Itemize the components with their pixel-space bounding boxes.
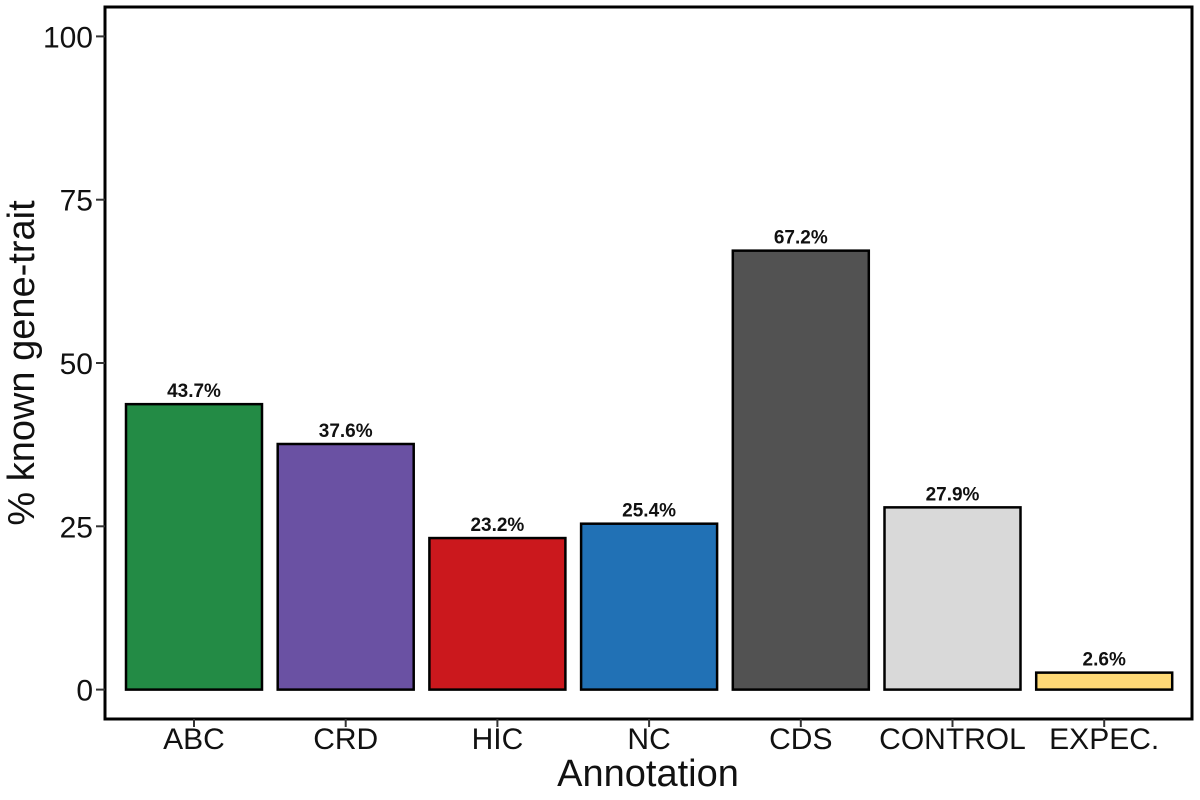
bar-value-label: 43.7% xyxy=(167,381,221,402)
bar-crd xyxy=(276,442,415,691)
bar-value-label: 2.6% xyxy=(1083,650,1126,671)
bar-value-labels: 43.7% 37.6% 23.2% 25.4% 67.2% 27.9% 2.6% xyxy=(167,228,1126,671)
bar-abc xyxy=(124,402,264,691)
bar-expec xyxy=(1034,671,1174,691)
y-tick-label: 25 xyxy=(60,511,93,544)
x-tick-label: EXPEC. xyxy=(1049,723,1159,756)
y-tick-label: 0 xyxy=(76,675,93,708)
x-tick-label: HIC xyxy=(472,723,524,756)
bar-cds xyxy=(731,249,871,691)
x-tick-label: CONTROL xyxy=(879,723,1026,756)
y-tick-label: 50 xyxy=(60,348,93,381)
x-tick-label: ABC xyxy=(163,723,225,756)
x-tick-label: CRD xyxy=(313,723,378,756)
bar-value-label: 25.4% xyxy=(622,501,676,522)
y-tick-label: 100 xyxy=(43,21,93,54)
bar-hic xyxy=(428,536,567,691)
bar-value-label: 67.2% xyxy=(774,228,828,249)
x-tick-label: CDS xyxy=(769,723,832,756)
x-tick-label: NC xyxy=(627,723,670,756)
x-axis-title: Annotation xyxy=(557,753,739,795)
y-axis: 0 25 50 75 100 xyxy=(43,21,105,708)
x-axis: ABC CRD HIC NC CDS CONTROL EXPEC. xyxy=(163,719,1159,756)
bar-value-label: 23.2% xyxy=(470,515,524,536)
y-tick-label: 75 xyxy=(60,185,93,218)
bar-nc xyxy=(579,522,719,691)
bars-group xyxy=(124,249,1174,691)
bar-control xyxy=(883,506,1022,691)
bar-value-label: 37.6% xyxy=(319,421,373,442)
y-axis-title: % known gene-trait xyxy=(1,200,43,526)
bar-value-label: 27.9% xyxy=(926,484,980,505)
